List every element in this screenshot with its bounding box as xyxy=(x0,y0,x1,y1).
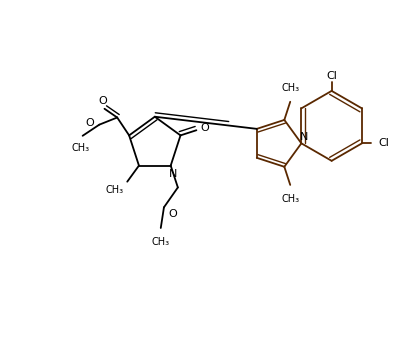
Text: Cl: Cl xyxy=(379,138,390,148)
Text: CH₃: CH₃ xyxy=(281,83,299,93)
Text: N: N xyxy=(168,168,177,178)
Text: O: O xyxy=(200,122,209,132)
Text: CH₃: CH₃ xyxy=(281,194,299,204)
Text: CH₃: CH₃ xyxy=(106,185,124,195)
Text: O: O xyxy=(98,96,107,106)
Text: CH₃: CH₃ xyxy=(152,237,170,247)
Text: O: O xyxy=(168,209,177,219)
Text: N: N xyxy=(301,132,309,142)
Text: Cl: Cl xyxy=(326,71,337,81)
Text: O: O xyxy=(85,118,94,128)
Text: CH₃: CH₃ xyxy=(72,143,90,153)
